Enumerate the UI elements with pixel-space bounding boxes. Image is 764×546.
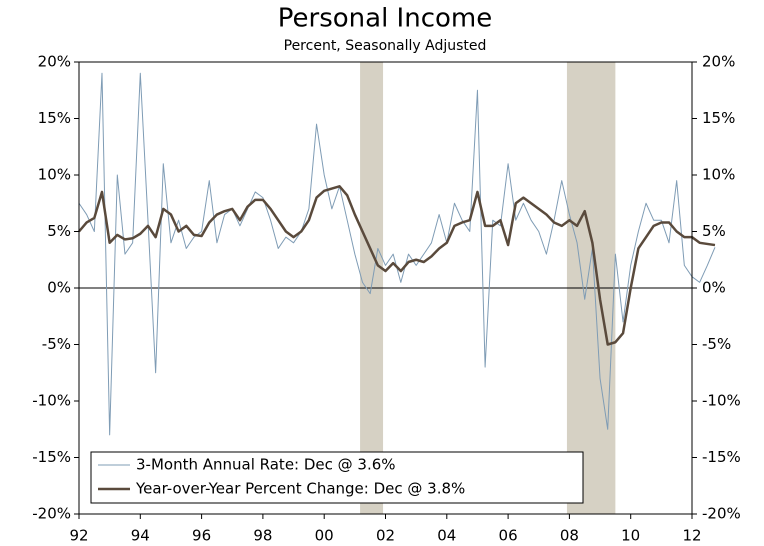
x-tick-label: 92 (69, 527, 88, 545)
chart-title: Personal Income (278, 4, 492, 34)
y2-tick-label: 15% (702, 109, 735, 127)
legend-box (90, 451, 584, 504)
chart-subtitle: Percent, Seasonally Adjusted (284, 38, 487, 54)
x-tick-label: 00 (315, 527, 334, 545)
series-line (78, 72, 716, 436)
x-tick-label: 94 (131, 527, 150, 545)
x-tick-label: 98 (253, 527, 272, 545)
y-tick-label: 10% (38, 166, 71, 184)
y2-tick-label: -5% (702, 335, 731, 353)
x-tick-label: 02 (376, 527, 395, 545)
y2-tick-label: 5% (702, 222, 726, 240)
legend-label: Year-over-Year Percent Change: Dec @ 3.8… (135, 480, 465, 498)
y-tick-label: 0% (47, 279, 71, 297)
legend-label: 3-Month Annual Rate: Dec @ 3.6% (136, 456, 396, 474)
y-tick-label: -15% (32, 448, 71, 466)
x-tick-label: 08 (560, 527, 579, 545)
y-tick-label: -5% (42, 335, 71, 353)
x-tick-label: 10 (621, 527, 640, 545)
y-tick-label: -20% (32, 505, 71, 523)
y2-tick-label: 20% (702, 53, 735, 71)
x-tick-label: 04 (437, 527, 456, 545)
y2-tick-label: -20% (702, 505, 741, 523)
y-tick-label: 5% (47, 222, 71, 240)
y-tick-label: 15% (38, 109, 71, 127)
x-tick-label: 12 (682, 527, 701, 545)
plot-frame (78, 61, 693, 515)
x-tick-label: 06 (499, 527, 518, 545)
y2-tick-label: 10% (702, 166, 735, 184)
y2-tick-label: -15% (702, 448, 741, 466)
y-tick-label: 20% (38, 53, 71, 71)
y2-tick-label: 0% (702, 279, 726, 297)
x-tick-label: 96 (192, 527, 211, 545)
y2-tick-label: -10% (702, 392, 741, 410)
series-line (78, 185, 716, 346)
y-tick-label: -10% (32, 392, 71, 410)
